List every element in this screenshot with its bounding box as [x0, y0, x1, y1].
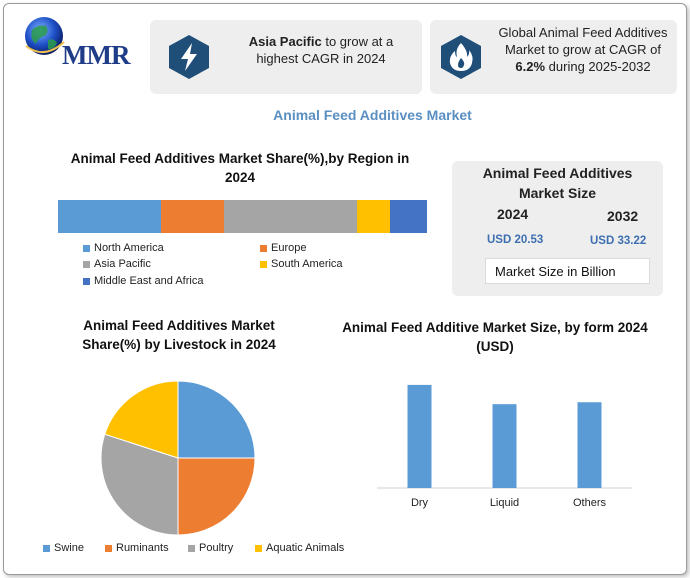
market-size-unit: Market Size in Billion — [485, 258, 650, 284]
region-legend-item: South America — [260, 258, 343, 270]
region-segment-middle-east-and-africa — [390, 200, 427, 233]
region-segment-europe — [161, 200, 225, 233]
legend-swatch — [83, 277, 90, 285]
legend-swatch — [83, 260, 90, 268]
region-segment-asia-pacific — [224, 200, 357, 233]
bar-dry — [407, 384, 432, 488]
year-2024: 2024 — [497, 206, 529, 222]
legend-swatch — [260, 260, 267, 268]
region-growth-card: Asia Pacific to grow at a highest CAGR i… — [150, 20, 422, 94]
region-legend-item: Europe — [260, 242, 306, 254]
lightning-icon — [169, 35, 209, 79]
pie-slice-swine — [177, 380, 256, 459]
legend-swatch — [43, 544, 50, 552]
livestock-legend-item: Poultry — [188, 542, 233, 554]
legend-swatch — [105, 544, 112, 552]
region-chart-title: Animal Feed Additives Market Share(%),by… — [70, 151, 410, 185]
form-chart-title: Animal Feed Additive Market Size, by for… — [342, 320, 648, 354]
x-tick-label: Others — [573, 497, 607, 509]
pie-slice-aquatic-animals — [104, 380, 179, 459]
cagr-text: Global Animal Feed Additives Market to g… — [498, 25, 668, 74]
pie-slice-ruminants — [177, 457, 256, 536]
legend-swatch — [83, 244, 90, 252]
livestock-legend-item: Ruminants — [105, 542, 169, 554]
legend-label: South America — [271, 258, 343, 270]
flame-icon — [441, 35, 481, 79]
pie-slice-poultry — [100, 433, 179, 536]
legend-label: Poultry — [199, 542, 234, 554]
region-stacked-bar — [58, 200, 427, 233]
legend-label: Swine — [54, 542, 84, 554]
market-size-title: Animal Feed Additives Market Size — [482, 165, 633, 201]
legend-swatch — [260, 244, 267, 252]
region-growth-text: Asia Pacific to grow at a highest CAGR i… — [248, 34, 394, 66]
bar-others — [577, 402, 602, 488]
value-2024: USD 20.53 — [487, 234, 544, 246]
legend-label: Aquatic Animals — [266, 542, 345, 554]
livestock-legend-item: Aquatic Animals — [255, 542, 344, 554]
livestock-legend-item: Swine — [43, 542, 84, 554]
page-title: Animal Feed Additives Market — [273, 107, 472, 123]
legend-label: Europe — [271, 242, 307, 254]
legend-swatch — [255, 544, 262, 552]
value-2032: USD 33.22 — [590, 235, 647, 247]
region-segment-south-america — [356, 200, 391, 233]
cagr-card: Global Animal Feed Additives Market to g… — [430, 20, 677, 94]
x-tick-label: Dry — [411, 497, 429, 509]
legend-label: Ruminants — [116, 542, 169, 554]
livestock-pie-chart — [100, 380, 256, 536]
form-bar-chart: Dry Liquid Others — [377, 384, 632, 509]
region-legend-item: Middle East and Africa — [83, 275, 203, 287]
legend-label: Asia Pacific — [94, 258, 151, 270]
logo-text: MMR — [62, 40, 130, 70]
legend-label: Middle East and Africa — [94, 275, 204, 287]
mmr-logo — [25, 17, 65, 55]
legend-swatch — [188, 544, 195, 552]
legend-label: North America — [94, 242, 164, 254]
region-legend-item: North America — [83, 242, 164, 254]
x-tick-label: Liquid — [490, 497, 519, 509]
livestock-chart-title: Animal Feed Additives Market Share(%) by… — [82, 318, 276, 352]
region-legend-item: Asia Pacific — [83, 258, 151, 270]
bar-liquid — [492, 404, 517, 488]
region-segment-north-america — [58, 200, 162, 233]
year-2032: 2032 — [607, 208, 639, 224]
